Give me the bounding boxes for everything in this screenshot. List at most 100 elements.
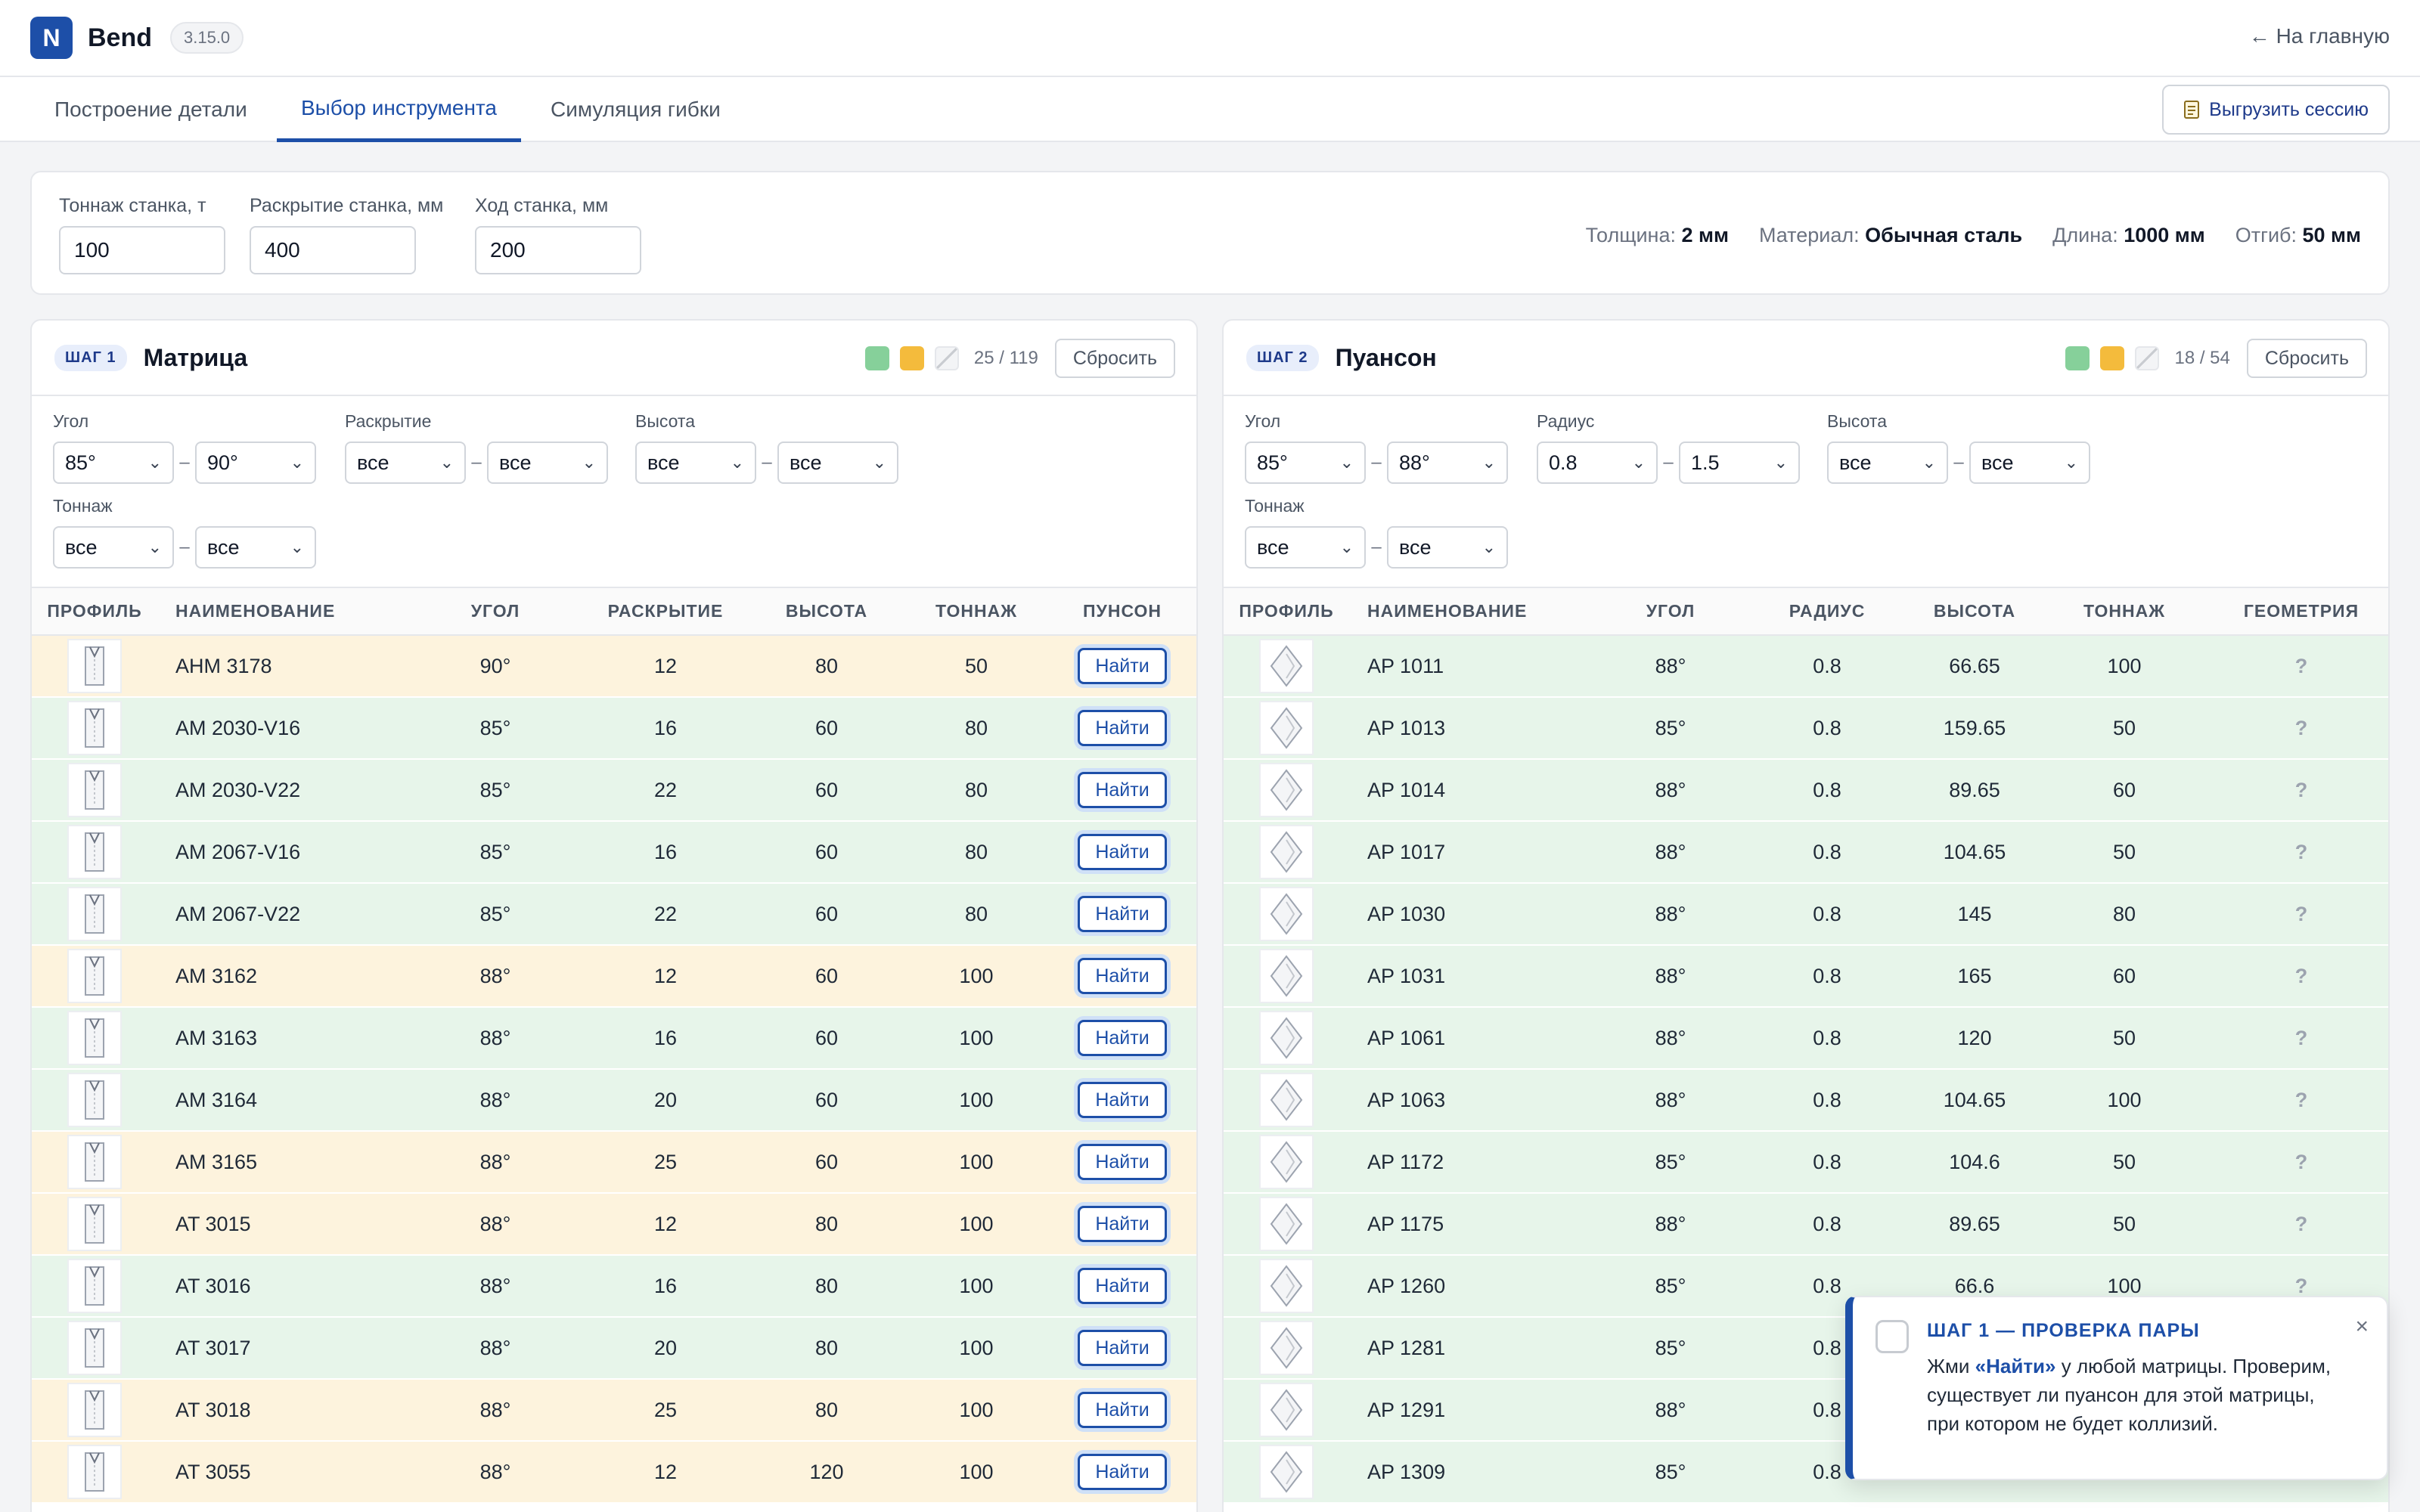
col-geometry[interactable]: ГЕОМЕТРИЯ [2211,588,2388,636]
die-angle-to-select[interactable]: 90° ⌄ [195,442,316,484]
geometry-unknown[interactable]: ? [2294,902,2308,925]
find-punch-button[interactable]: Найти [1078,1020,1167,1056]
geometry-unknown[interactable]: ? [2294,778,2308,801]
punch-table-row[interactable]: AP 1061 88° 0.8 120 50? [1224,1007,2388,1070]
punch-height-from-select[interactable]: все ⌄ [1827,442,1948,484]
punch-table-row[interactable]: AP 1030 88° 0.8 145 80? [1224,883,2388,946]
die-table-row[interactable]: AT 3055 88° 12 120 100 Найти [32,1441,1196,1504]
geometry-unknown[interactable]: ? [2294,1150,2308,1173]
punch-table-row[interactable]: AP 1013 85° 0.8 159.65 50? [1224,697,2388,760]
machine-opening-input[interactable]: 400 [250,226,416,274]
die-height-from-select[interactable]: все ⌄ [635,442,756,484]
col-tonnage[interactable]: ТОННАЖ [906,588,1047,636]
machine-tonnage-input[interactable]: 100 [59,226,225,274]
legend-partial-swatch[interactable] [2100,346,2125,370]
die-table-row[interactable]: AM 3163 88° 16 60 100 Найти [32,1007,1196,1070]
find-punch-button[interactable]: Найти [1078,896,1167,932]
legend-fit-swatch[interactable] [864,346,889,370]
geometry-unknown[interactable]: ? [2294,654,2308,677]
find-punch-button[interactable]: Найти [1078,834,1167,870]
find-punch-button[interactable]: Найти [1078,1268,1167,1304]
col-name[interactable]: НАИМЕНОВАНИЕ [157,588,407,636]
die-table-row[interactable]: AT 3017 88° 20 80 100 Найти [32,1317,1196,1380]
punch-table-row[interactable]: AP 1017 88° 0.8 104.65 50? [1224,821,2388,884]
punch-tonnage-from-select[interactable]: все ⌄ [1245,526,1366,569]
find-punch-button[interactable]: Найти [1078,648,1167,684]
col-tonnage[interactable]: ТОННАЖ [2037,588,2211,636]
tab-tool-selection[interactable]: Выбор инструмента [277,77,521,142]
tab-bend-simulation[interactable]: Симуляция гибки [551,98,721,121]
find-punch-button[interactable]: Найти [1078,1454,1167,1490]
die-height-to-select[interactable]: все ⌄ [777,442,898,484]
col-height[interactable]: ВЫСОТА [747,588,906,636]
die-table-row[interactable]: AM 2030-V22 85° 22 60 80 Найти [32,759,1196,822]
die-opening-from-select[interactable]: все ⌄ [345,442,466,484]
find-punch-button[interactable]: Найти [1078,1206,1167,1242]
die-table-row[interactable]: AM 2067-V22 85° 22 60 80 Найти [32,883,1196,946]
die-table-row[interactable]: AM 2067-V16 85° 16 60 80 Найти [32,821,1196,884]
punch-height-to-select[interactable]: все ⌄ [1969,442,2090,484]
punch-angle-to-select[interactable]: 88° ⌄ [1387,442,1508,484]
find-punch-button[interactable]: Найти [1078,1082,1167,1118]
find-punch-button[interactable]: Найти [1078,1392,1167,1428]
col-profile[interactable]: ПРОФИЛЬ [32,588,157,636]
punch-table-row[interactable]: AP 1011 88° 0.8 66.65 100? [1224,635,2388,698]
find-punch-button[interactable]: Найти [1078,1330,1167,1366]
punch-angle-from-select[interactable]: 85° ⌄ [1245,442,1366,484]
geometry-unknown[interactable]: ? [2294,964,2308,987]
geometry-unknown[interactable]: ? [2294,716,2308,739]
machine-stroke-input[interactable]: 200 [475,226,641,274]
die-table-row[interactable]: AM 2030-V16 85° 16 60 80 Найти [32,697,1196,760]
geometry-unknown[interactable]: ? [2294,1274,2308,1297]
die-table-row[interactable]: AM 3162 88° 12 60 100 Найти [32,945,1196,1008]
col-punch[interactable]: ПУНСОН [1047,588,1196,636]
find-punch-button[interactable]: Найти [1078,710,1167,746]
die-angle-from-select[interactable]: 85° ⌄ [53,442,174,484]
punch-table-row[interactable]: AP 1172 85° 0.8 104.6 50? [1224,1131,2388,1194]
export-session-button[interactable]: Выгрузить сессию [2162,85,2390,135]
col-profile[interactable]: ПРОФИЛЬ [1224,588,1349,636]
legend-unfit-swatch[interactable] [2135,346,2160,370]
punch-table-header: ПРОФИЛЬ НАИМЕНОВАНИЕ УГОЛ РАДИУС ВЫСОТА … [1224,588,2388,636]
col-name[interactable]: НАИМЕНОВАНИЕ [1349,588,1599,636]
home-link[interactable]: ← На главную [2248,24,2390,48]
geometry-unknown[interactable]: ? [2294,1026,2308,1049]
punch-tonnage-to-select[interactable]: все ⌄ [1387,526,1508,569]
punch-table-row[interactable]: AP 1260 85° 0.8 66.6 100? [1224,1255,2388,1318]
die-table-row[interactable]: AM 3164 88° 20 60 100 Найти [32,1069,1196,1132]
legend-fit-swatch[interactable] [2065,346,2090,370]
geometry-unknown[interactable]: ? [2294,1088,2308,1111]
die-tonnage-from-select[interactable]: все ⌄ [53,526,174,569]
col-angle[interactable]: УГОЛ [407,588,584,636]
col-height[interactable]: ВЫСОТА [1912,588,2037,636]
toast-checkbox[interactable] [1876,1320,1909,1353]
geometry-unknown[interactable]: ? [2294,840,2308,863]
die-table-row[interactable]: AT 3015 88° 12 80 100 Найти [32,1193,1196,1256]
punch-table-row[interactable]: AP 1063 88° 0.8 104.65 100? [1224,1069,2388,1132]
legend-partial-swatch[interactable] [899,346,924,370]
die-table-row[interactable]: AT 3018 88° 25 80 100 Найти [32,1379,1196,1442]
geometry-unknown[interactable]: ? [2294,1212,2308,1235]
die-reset-button[interactable]: Сбросить [1054,339,1175,378]
find-punch-button[interactable]: Найти [1078,772,1167,808]
col-angle[interactable]: УГОЛ [1599,588,1742,636]
die-tonnage-to-select[interactable]: все ⌄ [195,526,316,569]
punch-table-row[interactable]: AP 1014 88° 0.8 89.65 60? [1224,759,2388,822]
col-opening[interactable]: РАСКРЫТИЕ [584,588,747,636]
die-table-row[interactable]: AHM 3178 90° 12 80 50 Найти [32,635,1196,698]
find-punch-button[interactable]: Найти [1078,1144,1167,1180]
die-table-row[interactable]: AM 3165 88° 25 60 100 Найти [32,1131,1196,1194]
punch-table-row[interactable]: AP 1031 88° 0.8 165 60? [1224,945,2388,1008]
tab-part-construction[interactable]: Построение детали [54,98,247,121]
punch-radius-to-select[interactable]: 1.5 ⌄ [1679,442,1800,484]
find-punch-button[interactable]: Найти [1078,958,1167,994]
die-table-row[interactable]: AT 3016 88° 16 80 100 Найти [32,1255,1196,1318]
die-opening-to-select[interactable]: все ⌄ [487,442,608,484]
punch-radius-from-select[interactable]: 0.8 ⌄ [1537,442,1658,484]
close-icon[interactable]: × [2355,1314,2369,1339]
legend-unfit-swatch[interactable] [934,346,959,370]
punch-reset-button[interactable]: Сбросить [2246,339,2367,378]
col-radius[interactable]: РАДИУС [1742,588,1912,636]
chevron-down-icon: ⌄ [147,538,162,556]
punch-table-row[interactable]: AP 1175 88° 0.8 89.65 50? [1224,1193,2388,1256]
